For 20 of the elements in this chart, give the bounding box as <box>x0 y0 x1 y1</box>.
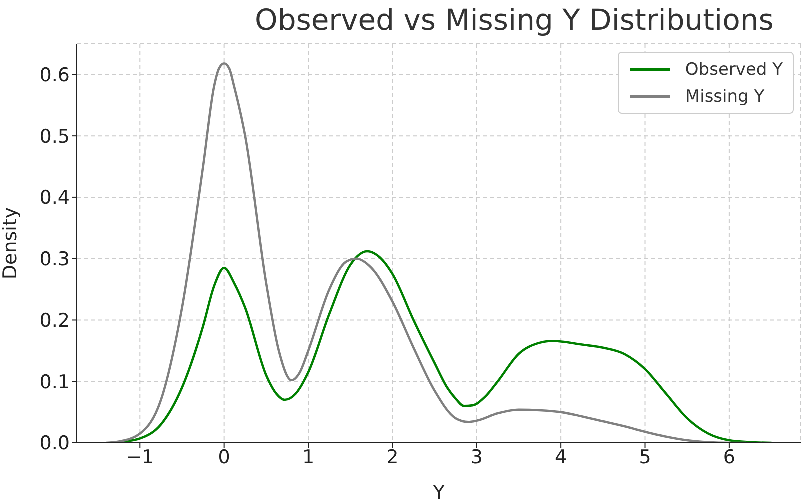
x-tick-label: 5 <box>639 446 652 468</box>
y-tick-label: 0.3 <box>40 248 70 271</box>
x-axis-title: Y <box>432 482 446 499</box>
y-tick-label: 0.0 <box>40 432 70 455</box>
x-tick-label: 0 <box>218 446 230 468</box>
x-tick-label: 2 <box>386 446 399 468</box>
y-tick-label: 0.2 <box>40 310 70 332</box>
legend-label: Observed Y <box>685 60 783 80</box>
y-tick-label: 0.6 <box>40 64 70 86</box>
x-tick-label: 6 <box>723 446 736 468</box>
y-tick-label: 0.5 <box>40 126 70 148</box>
y-tick-label: 0.1 <box>40 371 70 394</box>
x-tick-label: 3 <box>470 446 483 468</box>
x-tick-label: −1 <box>126 446 154 468</box>
x-tick-label: 4 <box>555 446 568 468</box>
y-axis-title: Density <box>0 207 22 280</box>
y-tick-label: 0.4 <box>40 187 70 210</box>
legend-label: Missing Y <box>685 86 765 106</box>
x-tick-label: 1 <box>302 446 315 468</box>
chart-title: Observed vs Missing Y Distributions <box>255 3 774 37</box>
